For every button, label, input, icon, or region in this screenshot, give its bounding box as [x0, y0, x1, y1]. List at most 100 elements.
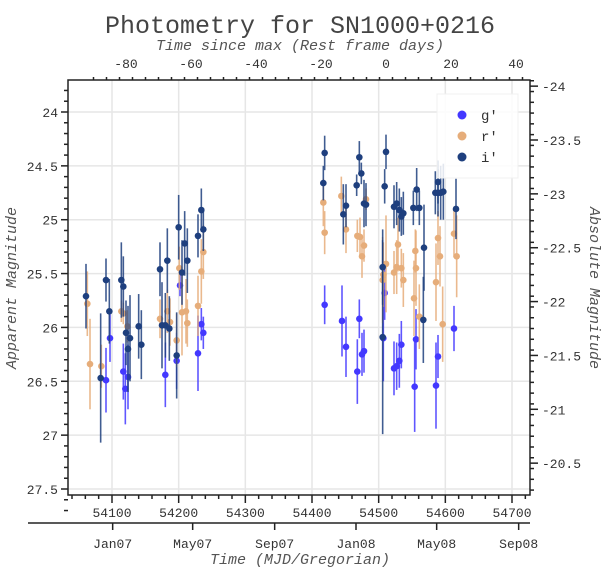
data-point — [184, 319, 191, 327]
data-point — [175, 223, 182, 231]
right-tick-label: -22 — [542, 296, 565, 311]
top-axis-label: Time since max (Rest frame days) — [156, 38, 444, 55]
data-point — [173, 352, 180, 359]
legend-marker — [457, 152, 467, 162]
data-point — [432, 382, 440, 389]
top-tick-label: -20 — [309, 57, 332, 72]
data-point — [120, 283, 127, 290]
right-tick-label: -23 — [542, 188, 565, 203]
axes: 54100 54200 54300 54400 54500 54600 54700 Jan07… — [27, 57, 581, 552]
y-tick-label: 25.5 — [27, 268, 58, 283]
data-point — [412, 264, 420, 272]
top-tick-label: 0 — [382, 57, 390, 72]
right-axis-label: Absolute Magnitude — [585, 206, 602, 369]
legend-label: i' — [481, 151, 498, 167]
data-point — [393, 362, 400, 370]
data-point — [453, 253, 460, 260]
data-point — [194, 302, 202, 310]
y-tick-label: 24.5 — [27, 160, 58, 175]
data-points — [82, 134, 460, 443]
data-point — [342, 202, 350, 210]
data-point — [82, 292, 90, 300]
data-point — [164, 257, 171, 264]
data-point — [382, 148, 390, 156]
top-tick-label: 20 — [443, 57, 459, 72]
data-point — [102, 276, 110, 284]
x-tick-label: 54300 — [226, 506, 265, 521]
data-point — [200, 329, 207, 337]
y-tick-label: 26 — [42, 321, 58, 336]
data-point — [102, 376, 110, 384]
y-tick-label: 27.5 — [27, 483, 58, 498]
data-point — [360, 242, 368, 249]
date-tick-label: May07 — [173, 537, 212, 552]
data-point — [410, 204, 417, 212]
data-point — [138, 341, 145, 348]
data-point — [97, 374, 104, 382]
data-point — [106, 307, 113, 315]
data-point — [390, 269, 398, 276]
date-tick-label: Jan07 — [93, 537, 132, 552]
data-point — [126, 334, 134, 342]
data-point — [182, 307, 190, 315]
data-point — [166, 325, 173, 332]
legend-marker — [457, 110, 467, 120]
data-point — [342, 343, 350, 351]
data-point — [342, 226, 350, 233]
data-point — [436, 253, 444, 260]
data-point — [162, 371, 169, 379]
data-point — [420, 316, 427, 324]
data-point — [356, 315, 363, 323]
right-tick-label: -20.5 — [542, 457, 581, 472]
date-tick-label: May08 — [417, 537, 456, 552]
top-tick-label: -80 — [114, 57, 137, 72]
legend: g' r' i' — [436, 93, 519, 179]
data-point — [440, 188, 447, 196]
chart-title: Photometry for SN1000+0216 — [105, 12, 495, 41]
data-point — [432, 278, 440, 286]
data-point — [320, 199, 327, 206]
series-g — [102, 266, 458, 432]
data-point — [135, 323, 142, 330]
right-tick-label: -21.5 — [542, 349, 581, 364]
data-point — [340, 211, 347, 218]
legend-marker — [457, 131, 467, 141]
data-point — [181, 240, 188, 247]
data-point — [360, 347, 368, 355]
right-tick-label: -23.5 — [542, 134, 581, 149]
data-point — [452, 205, 460, 213]
x-tick-label: 54400 — [292, 506, 331, 521]
data-point — [400, 276, 407, 284]
y-tick-label: 25 — [42, 214, 58, 229]
series-i — [82, 134, 460, 443]
data-point — [398, 341, 405, 348]
data-point — [381, 183, 388, 190]
x-tick-label: 54600 — [426, 506, 465, 521]
top-tick-label: 40 — [508, 57, 524, 72]
date-tick-label: Jan08 — [336, 537, 375, 552]
data-point — [156, 265, 164, 273]
data-point — [321, 301, 328, 309]
data-point — [184, 257, 191, 264]
data-point — [379, 333, 386, 341]
data-point — [411, 383, 418, 390]
date-tick-label: Sep08 — [499, 537, 538, 552]
data-point — [394, 241, 402, 248]
y-axis-label: Apparent Magnitude — [4, 207, 21, 370]
data-point — [122, 385, 129, 393]
data-point — [420, 244, 428, 252]
data-point — [320, 179, 327, 187]
legend-label: g' — [481, 109, 498, 125]
data-point — [178, 269, 186, 276]
x-tick-label: 54500 — [359, 506, 398, 521]
x-axis-label: Time (MJD/Gregorian) — [210, 552, 390, 568]
data-point — [200, 226, 207, 233]
data-point — [400, 209, 407, 217]
top-tick-label: -60 — [179, 57, 202, 72]
data-point — [194, 232, 202, 240]
data-point — [413, 186, 420, 193]
data-point — [439, 320, 446, 328]
data-point — [412, 335, 420, 343]
data-point — [356, 153, 363, 161]
